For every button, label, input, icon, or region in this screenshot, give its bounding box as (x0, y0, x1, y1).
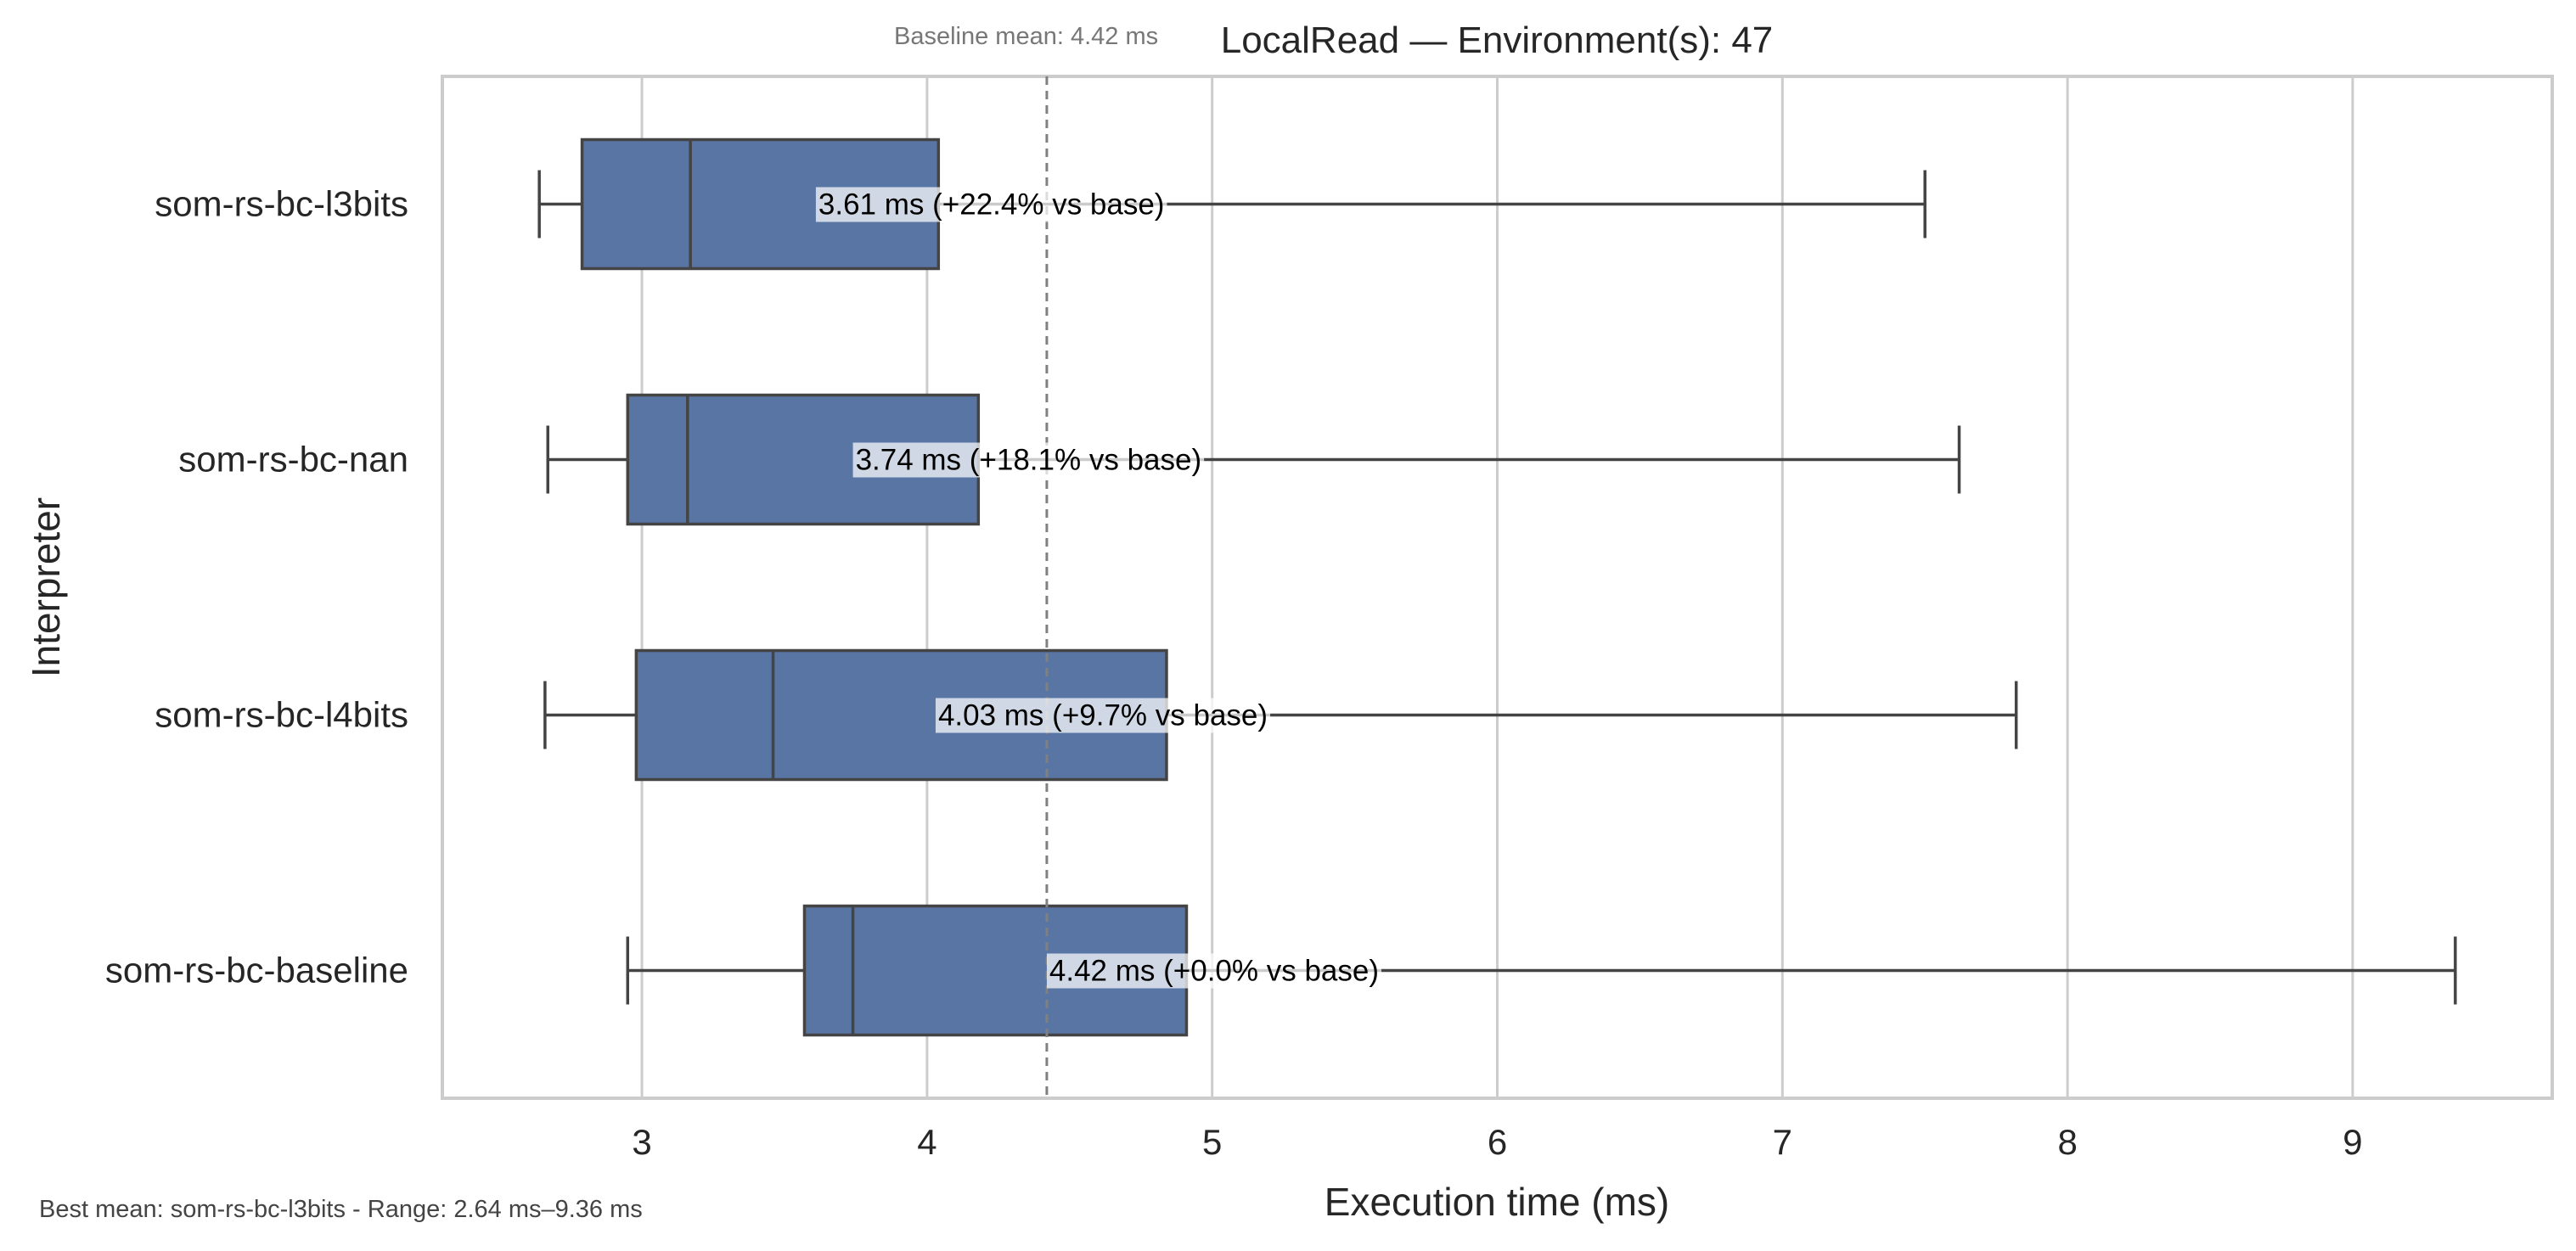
mean-annotation-text: 3.74 ms (+18.1% vs base) (856, 444, 1202, 477)
mean-annotation-background (852, 442, 1205, 478)
y-axis-title: Interpreter (24, 497, 68, 677)
mean-annotation-text: 3.61 ms (+22.4% vs base) (818, 188, 1165, 222)
category-label: som-rs-bc-l4bits (155, 695, 408, 735)
plot-frame (441, 75, 2554, 1100)
mean-annotation-background (935, 698, 1271, 733)
mean-annotation-text: 4.42 ms (+0.0% vs base) (1049, 955, 1379, 988)
box-som-rs-bc-l4bits (543, 648, 2018, 782)
x-tick-label: 7 (1773, 1122, 1792, 1162)
x-tick-label: 3 (632, 1122, 651, 1162)
mean-annotation-background (815, 187, 1167, 222)
x-tick-label: 8 (2057, 1122, 2077, 1162)
box-som-rs-bc-baseline (626, 904, 2457, 1037)
mean-annotation-text: 4.03 ms (+9.7% vs base) (938, 699, 1268, 732)
mean-annotation: 4.42 ms (+0.0% vs base) (1046, 953, 1382, 989)
y-tick-labels: som-rs-bc-l3bits som-rs-bc-nan som-rs-bc-l… (105, 184, 408, 990)
chart-title: LocalRead — Environment(s): 47 (1221, 20, 1774, 61)
x-tick-label: 9 (2343, 1122, 2362, 1162)
mean-annotation: 4.03 ms (+9.7% vs base) (935, 698, 1271, 733)
category-label: som-rs-bc-nan (178, 440, 408, 480)
x-tick-label: 5 (1202, 1122, 1222, 1162)
x-tick-labels: 3 4 5 6 7 8 9 (632, 1122, 2362, 1162)
category-label: som-rs-bc-l3bits (155, 184, 408, 224)
box-som-rs-bc-l3bits (537, 137, 1926, 271)
mean-annotation-background (1046, 953, 1382, 989)
baseline-mean-note: Baseline mean: 4.42 ms (894, 23, 1158, 50)
category-label: som-rs-bc-baseline (105, 951, 408, 990)
box-som-rs-bc-nan (546, 393, 1961, 526)
mean-annotation: 3.74 ms (+18.1% vs base) (852, 442, 1205, 478)
x-axis-title: Execution time (ms) (1325, 1180, 1669, 1224)
x-tick-label: 4 (917, 1122, 936, 1162)
footer-note: Best mean: som-rs-bc-l3bits - Range: 2.6… (39, 1196, 643, 1223)
data-labels: 3.61 ms (+22.4% vs base) 3.74 ms (+18.1% … (815, 187, 1382, 989)
mean-annotation: 3.61 ms (+22.4% vs base) (815, 187, 1167, 222)
x-tick-label: 6 (1488, 1122, 1507, 1162)
